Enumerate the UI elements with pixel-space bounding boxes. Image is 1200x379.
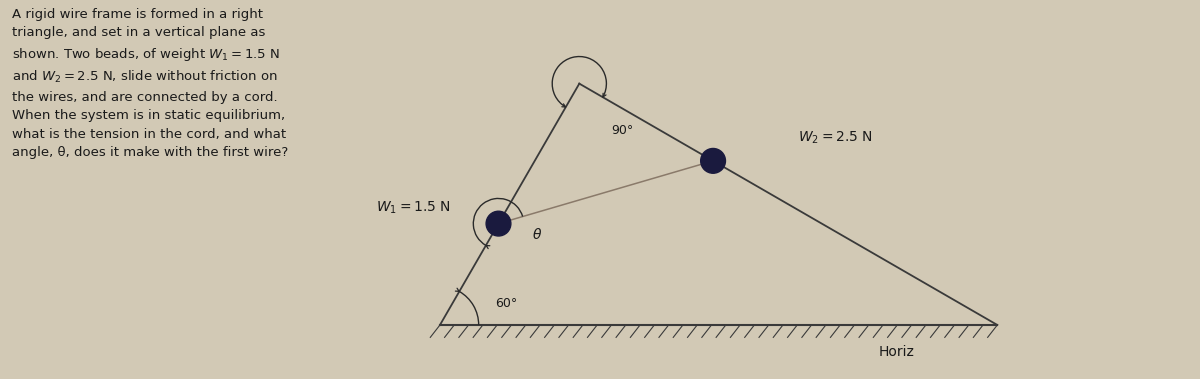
Text: θ: θ bbox=[533, 228, 541, 242]
Text: 60°: 60° bbox=[494, 297, 517, 310]
Text: A rigid wire frame is formed in a right
triangle, and set in a vertical plane as: A rigid wire frame is formed in a right … bbox=[12, 8, 288, 160]
Text: $W_2 = 2.5$ N: $W_2 = 2.5$ N bbox=[798, 130, 874, 146]
Text: Horiz: Horiz bbox=[878, 345, 914, 359]
Text: 90°: 90° bbox=[611, 124, 634, 136]
Circle shape bbox=[486, 211, 511, 236]
Text: $W_1 = 1.5$ N: $W_1 = 1.5$ N bbox=[376, 200, 451, 216]
Circle shape bbox=[701, 149, 726, 173]
